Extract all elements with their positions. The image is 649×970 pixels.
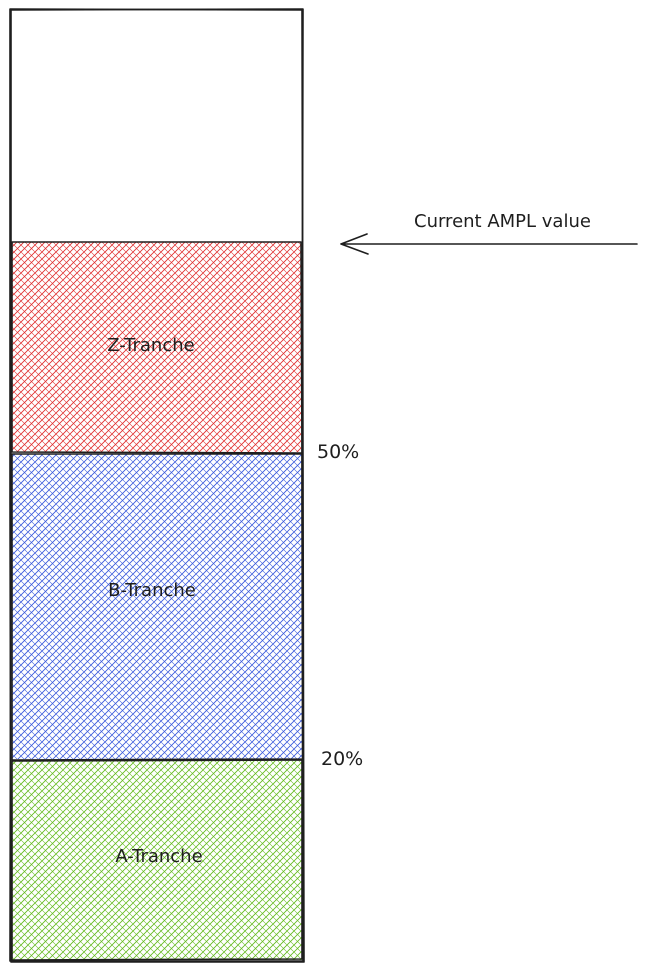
threshold-label-50: 50% — [317, 441, 359, 463]
threshold-label-20: 20% — [321, 748, 363, 770]
z-tranche-fill — [12, 242, 301, 452]
a-tranche-outline — [11, 759, 303, 961]
outer-column-outline — [9, 8, 305, 963]
arrow-left-icon — [340, 233, 638, 255]
b-tranche-label: B-Tranche — [108, 580, 196, 601]
a-tranche-fill — [12, 761, 302, 960]
z-tranche-block: Z-Tranche — [11, 241, 303, 454]
z-tranche-label: Z-Tranche — [107, 335, 194, 356]
ampl-value-annotation: Current AMPL value — [340, 211, 638, 255]
a-tranche-label: A-Tranche — [115, 846, 202, 867]
ampl-value-label: Current AMPL value — [414, 211, 591, 232]
b-tranche-block: B-Tranche — [11, 453, 304, 761]
b-tranche-fill — [12, 454, 302, 759]
a-tranche-block: A-Tranche — [11, 759, 303, 961]
outer-column-outline-stroke2 — [9, 8, 304, 962]
